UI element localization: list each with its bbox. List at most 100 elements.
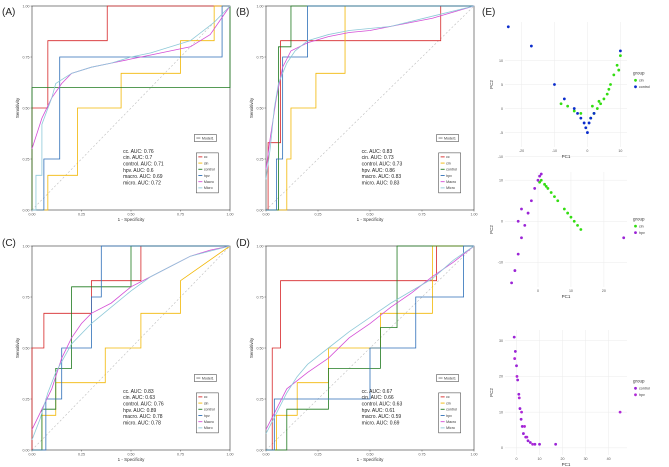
auc-label: cin. AUC: 0.66 <box>362 395 394 401</box>
legend-label-cc: cc <box>204 395 208 399</box>
pca-legend-label-control: control <box>639 387 650 391</box>
pca-panel-bottom: 0 10 20 30 40 0 10 20 30 PC1 PC2 group control hpv <box>489 330 650 467</box>
y-axis-title: PC2 <box>489 80 494 89</box>
pca-legend-title: group <box>633 379 645 384</box>
pca-point-control <box>584 126 588 130</box>
auc-label: hpv. AUC: 0.6 <box>123 168 154 174</box>
pca-point-control <box>518 407 522 410</box>
x-tick-label: 0.75 <box>419 453 426 457</box>
y-tick-label: 1.00 <box>23 244 30 248</box>
auc-label: micro. AUC: 0.78 <box>123 420 161 426</box>
pca-legend-dot-control <box>634 386 637 390</box>
x-tick-label: 0.50 <box>367 453 374 457</box>
pca-point-control <box>589 116 593 120</box>
y-tick-label: 0.25 <box>257 397 264 401</box>
pca-legend-title: group <box>633 71 645 76</box>
legend-label-micro: Micro <box>446 426 455 430</box>
pca-point-hpv <box>618 410 622 414</box>
x-tick-label: 0.25 <box>78 453 85 457</box>
pca-point-control <box>553 83 556 86</box>
x-tick-label: 0 <box>516 457 518 461</box>
y-tick-label: 0.75 <box>23 295 30 299</box>
auc-label: hpv. AUC: 0.86 <box>362 168 395 174</box>
pca-point-hpv <box>533 187 537 190</box>
model-legend-box <box>436 374 459 382</box>
y-tick-label: 0.00 <box>23 208 30 212</box>
roc-panel-c: 0.000.00 0.25 0.25 0.50 0.50 0.75 0.75 1.00 1.00… <box>15 244 234 462</box>
y-tick-label: 0.00 <box>257 448 264 452</box>
x-tick-label: 0.00 <box>29 453 36 457</box>
pca-point-cin <box>612 73 616 77</box>
pca-point-hpv <box>525 435 529 439</box>
y-axis-title: PC2 <box>489 388 494 397</box>
x-tick-label: 20 <box>561 457 565 461</box>
pca-point-hpv <box>523 223 527 227</box>
x-tick-label: 30 <box>584 457 588 461</box>
y-tick-label: -10 <box>498 261 503 265</box>
roc-curve-macro <box>265 245 475 430</box>
panel-label-e: (E) <box>482 7 495 18</box>
legend-label-hpv: hpv <box>446 174 452 178</box>
model-legend-box <box>194 374 217 382</box>
y-axis-title: Sensitivity <box>15 97 20 118</box>
model-legend-box <box>436 134 459 142</box>
legend-label-hpv: hpv <box>204 414 210 418</box>
auc-label: control. AUC: 0.71 <box>123 161 164 167</box>
y-tick-label: 0.75 <box>23 55 30 59</box>
x-tick-label: 0.50 <box>128 213 135 217</box>
pca-legend-dot-hpv <box>634 231 637 235</box>
pca-point-cin <box>562 207 566 211</box>
pca-point-cin <box>559 102 563 106</box>
pca-point-hpv <box>523 425 526 428</box>
x-tick-label: 0 <box>537 289 539 293</box>
pca-point-cin <box>569 215 573 219</box>
pca-point-cin <box>595 107 599 110</box>
pca-point-hpv <box>516 219 520 223</box>
legend-label-hpv: hpv <box>446 414 452 418</box>
y-axis-title: Sensitivity <box>15 337 20 358</box>
auc-label: control. AUC: 0.63 <box>362 401 403 407</box>
x-tick-label: 1.00 <box>471 453 478 457</box>
roc-curve-cin <box>266 5 474 211</box>
x-tick-label: 0.25 <box>315 213 322 217</box>
auc-label: macro. AUC: 0.69 <box>123 174 163 180</box>
pca-point-control <box>513 350 517 353</box>
plot-area <box>505 330 627 455</box>
auc-label: macro. AUC: 0.78 <box>123 414 163 420</box>
pca-point-cin <box>572 219 576 223</box>
roc-curve-cc <box>31 5 230 210</box>
pca-point-hpv <box>510 281 513 285</box>
model-legend-label: Model1 <box>202 136 214 140</box>
x-tick-label: 0 <box>586 149 588 153</box>
pca-legend-label-hpv: hpv <box>639 231 645 235</box>
pca-point-cin <box>553 195 556 199</box>
y-tick-label: 5 <box>501 83 503 87</box>
x-axis-title: 1 - Specificity <box>357 457 385 462</box>
x-tick-label: 0.75 <box>419 213 426 217</box>
x-axis-title: 1 - Specificity <box>118 217 146 222</box>
x-tick-label: 10 <box>569 289 573 293</box>
roc-curve-micro <box>31 245 231 440</box>
plot-area <box>505 172 627 287</box>
y-tick-label: 0 <box>501 220 503 224</box>
pca-point-control <box>582 121 586 125</box>
pca-point-cin <box>566 104 570 108</box>
pca-point-hpv <box>622 236 626 240</box>
pca-point-control <box>533 442 537 446</box>
pca-point-hpv <box>515 375 519 378</box>
auc-label: cc. AUC: 0.83 <box>362 149 393 155</box>
reference-diagonal <box>265 5 475 211</box>
pca-point-control <box>515 364 518 368</box>
roc-panel-b: 0.000.00 0.25 0.25 0.50 0.50 0.75 0.75 1.00 1.00… <box>249 4 478 222</box>
legend-label-cc: cc <box>446 155 450 159</box>
panel-label-a: (A) <box>2 7 15 18</box>
x-tick-label: -10 <box>552 149 557 153</box>
y-tick-label: 0 <box>501 446 503 450</box>
y-tick-label: 1.00 <box>23 4 30 8</box>
roc-panel-a: 0.000.00 0.25 0.25 0.50 0.50 0.75 0.75 1.00 1.00… <box>15 4 234 222</box>
pca-legend-label-hpv: hpv <box>639 393 645 397</box>
model-legend-label: Model1 <box>444 376 456 380</box>
pca-point-hpv <box>539 172 543 176</box>
pca-point-cin <box>579 228 583 231</box>
